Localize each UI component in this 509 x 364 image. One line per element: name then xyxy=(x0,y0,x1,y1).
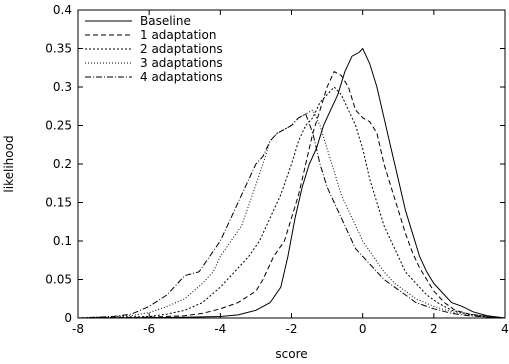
series-line-2 xyxy=(77,70,506,319)
series-lines xyxy=(77,47,506,319)
x-tick-label: 4 xyxy=(501,322,509,336)
x-tick-label: -2 xyxy=(286,322,298,336)
y-tick-label: 0.4 xyxy=(53,3,72,17)
axis-ticks: -8 -6 -4 -2 0 2 4 0 0.05 0.1 0.15 0.2 0.25 0.3 0.35 0.4 xyxy=(45,3,509,336)
x-axis-label: score xyxy=(275,347,307,361)
x-tick-label: 0 xyxy=(359,322,367,336)
legend-label-2: 1 adaptation xyxy=(140,28,216,42)
y-tick-label: 0.3 xyxy=(53,80,72,94)
y-tick-label: 0 xyxy=(64,311,72,325)
series-line-5 xyxy=(77,113,506,319)
legend-label-4: 3 adaptations xyxy=(140,56,223,70)
x-tick-label: -4 xyxy=(214,322,226,336)
y-tick-label: 0.35 xyxy=(45,42,72,56)
x-tick-label: 2 xyxy=(430,322,438,336)
legend-label-5: 4 adaptations xyxy=(140,70,223,84)
y-tick-label: 0.2 xyxy=(53,157,72,171)
y-tick-label: 0.05 xyxy=(45,273,72,287)
x-tick-label: -6 xyxy=(143,322,155,336)
legend-label-3: 2 adaptations xyxy=(140,42,223,56)
y-tick-label: 0.25 xyxy=(45,119,72,133)
y-tick-label: 0.15 xyxy=(45,196,72,210)
series-line-4 xyxy=(77,109,506,319)
series-line-1 xyxy=(77,47,506,319)
series-line-3 xyxy=(77,86,506,319)
legend-label-1: Baseline xyxy=(140,14,191,28)
y-axis-label: likelihood xyxy=(2,135,16,192)
y-tick-label: 0.1 xyxy=(53,234,72,248)
x-tick-label: -8 xyxy=(72,322,84,336)
